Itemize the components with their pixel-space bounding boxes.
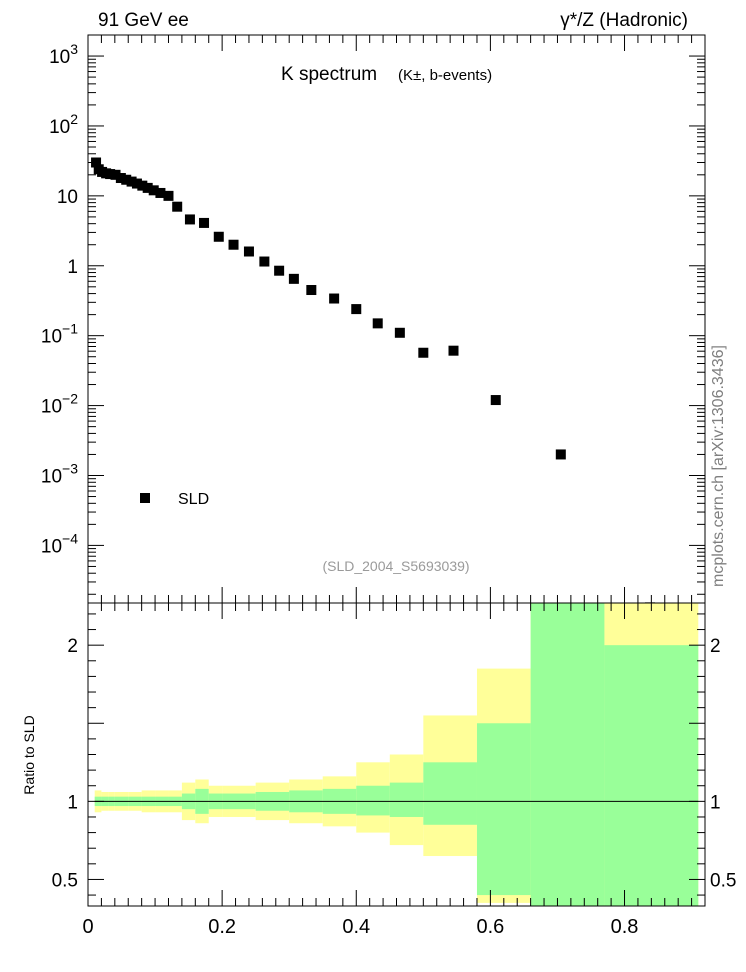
data-point [306,285,317,296]
ratio-y-axis-label: Ratio to SLD [21,715,37,794]
legend-marker [140,493,150,503]
x-tick-label: 0 [82,916,93,938]
data-point [137,180,148,191]
x-tick-label: 0.8 [611,916,639,938]
data-points [91,157,656,613]
ratio-y-tick-label: 2 [67,636,78,657]
analysis-id-label: (SLD_2004_S5693039) [322,558,469,574]
data-point [372,318,383,329]
ratio-y-tick-label-right: 1 [710,792,721,813]
chart-title: K spectrum (K±, b-events) [281,64,492,85]
data-point [351,304,362,315]
y-tick-label: 10−3 [41,460,78,487]
ratio-bands [94,603,699,906]
ratio-plot-frame [87,602,706,907]
y-tick-label: 10 [57,187,78,208]
main-plot-frame [87,34,706,604]
y-tick-label: 102 [49,111,78,138]
inner-band [476,723,531,896]
inner-band [530,603,605,906]
data-point [155,187,166,198]
ratio-ticks: 0.5 0.5 1 1 2 2 0 0.2 0.4 0.6 0.8 [52,603,736,938]
ratio-y-tick-label: 1 [67,792,78,813]
y-tick-label: 103 [49,41,78,68]
side-source-label: mcplots.cern.ch [arXiv:1306.3436] [710,345,727,587]
data-point [110,169,121,180]
data-point [490,395,501,406]
data-point [105,169,116,180]
data-point [142,182,153,193]
data-point [126,176,137,187]
data-point [163,190,174,201]
data-point [418,347,429,358]
ratio-y-tick-label: 0.5 [52,870,78,891]
chart-title-text: K spectrum [281,64,377,85]
data-point [131,178,142,189]
inner-band [356,785,390,816]
data-point [121,174,132,185]
legend-label: SLD [178,491,209,508]
data-point [555,449,566,460]
data-point [199,217,210,228]
y-tick-label: 10−1 [41,321,78,348]
data-point [329,293,340,304]
ratio-y-tick-label-right: 2 [710,636,721,657]
header-left-label: 91 GeV ee [98,10,189,31]
data-point [148,185,159,196]
y-tick-label: 10−4 [41,530,78,557]
data-point [394,327,405,338]
data-point [213,231,224,242]
ratio-y-tick-label-right: 0.5 [710,870,736,891]
header-right-label: γ*/Z (Hadronic) [560,10,688,31]
x-tick-label: 0.6 [476,916,504,938]
x-tick-label: 0.4 [342,916,370,938]
data-point [448,345,459,356]
y-tick-label: 1 [67,257,78,278]
data-point [172,201,183,212]
inner-band [423,762,477,825]
data-point [243,246,254,257]
main-plot-panel: 10−4 10−3 10−2 10−1 1 10 102 103 K spectrum (K±… [41,34,706,613]
data-point [274,265,285,276]
data-point [91,157,102,168]
data-point [184,214,195,225]
data-point [259,256,270,267]
legend: SLD [140,491,209,508]
ratio-plot-panel: 0.5 0.5 1 1 2 2 0 0.2 0.4 0.6 0.8 Ratio to SLD [21,602,736,938]
x-tick-label: 0.2 [208,916,236,938]
data-point [115,173,126,184]
data-point [288,273,299,284]
inner-band [389,782,424,817]
data-point [228,239,239,250]
y-tick-label: 10−2 [41,391,78,418]
chart-title-note: (K±, b-events) [398,67,492,84]
inner-band [604,645,699,906]
